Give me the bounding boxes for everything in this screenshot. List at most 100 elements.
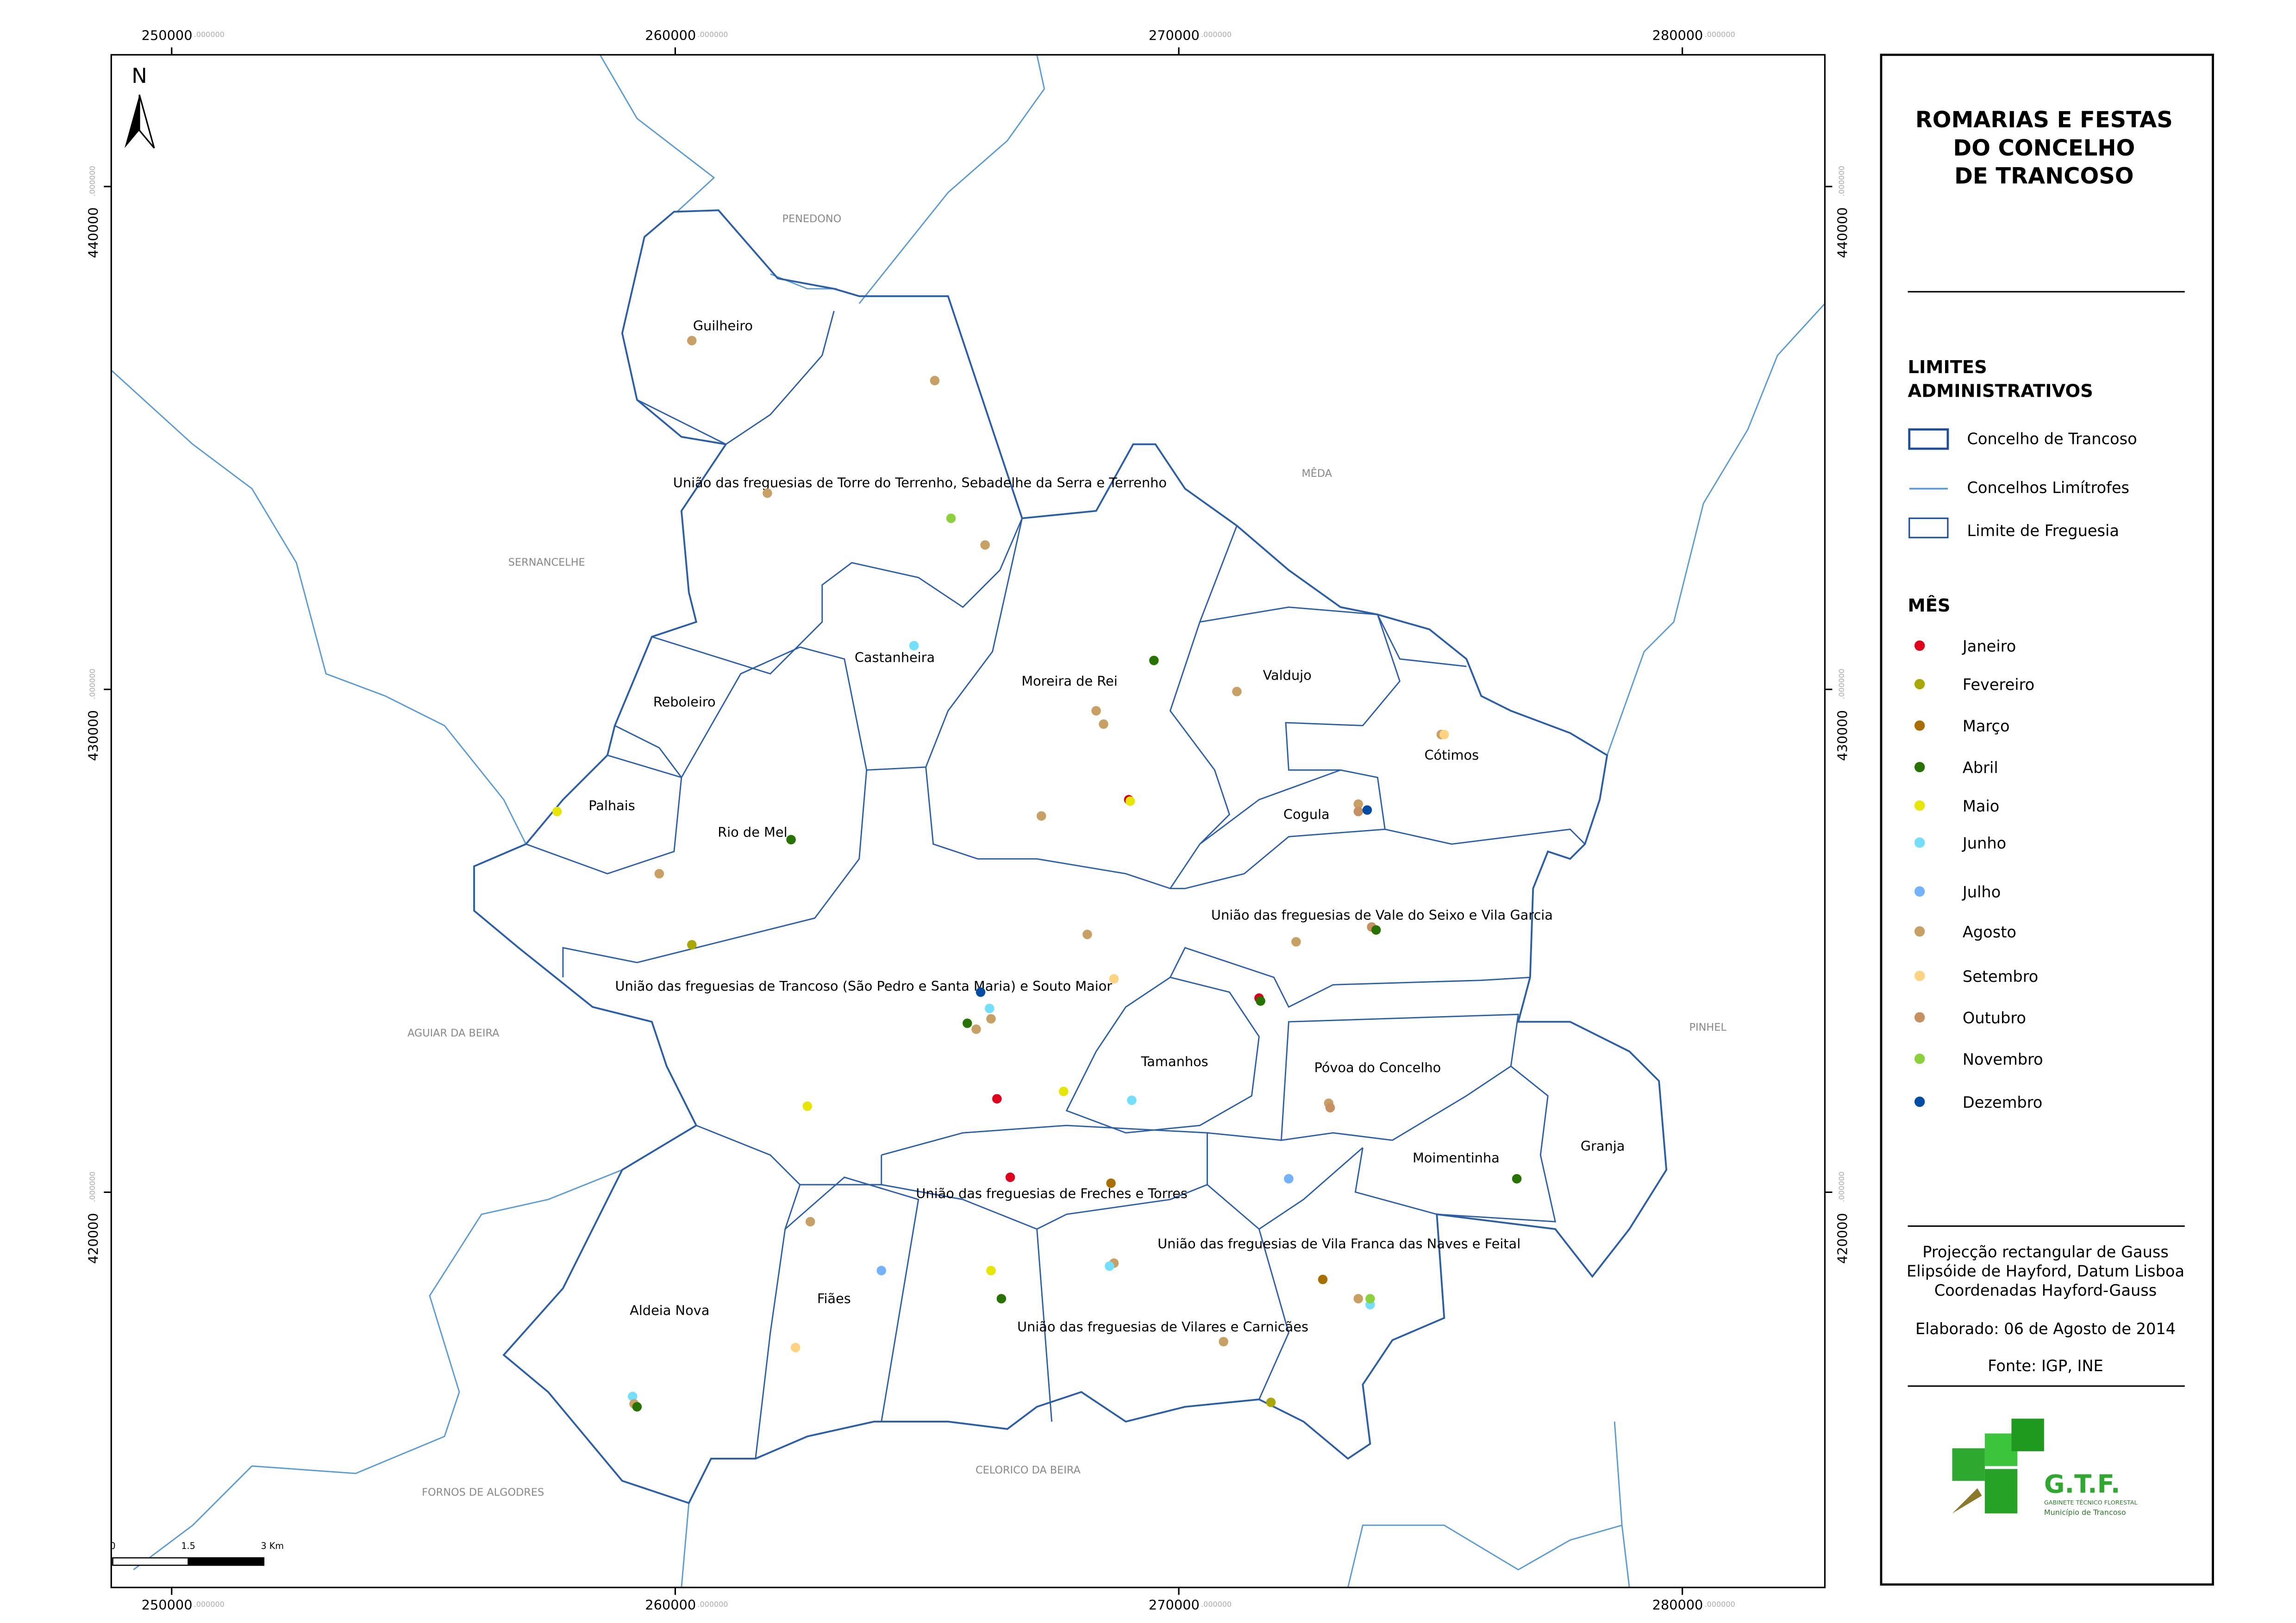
legend-dot [1914, 1054, 1925, 1064]
tick-suffix: .000000 [88, 1172, 97, 1202]
event-dot [1091, 706, 1101, 716]
event-dot [1362, 805, 1372, 815]
tick-suffix: .000000 [1201, 1600, 1232, 1609]
parish-boundary [925, 525, 1238, 890]
parish-label: União das freguesias de Vila Franca das … [1157, 1236, 1520, 1252]
tick-suffix: .000000 [1837, 668, 1846, 699]
logo: G.T.F. GABINETE TÉCNICO FLORESTAL Municí… [1952, 1418, 2138, 1517]
event-dot [1325, 1103, 1335, 1113]
parish-boundary [1199, 769, 1341, 845]
x-tick-label: 260000 [645, 1597, 696, 1613]
event-dot [976, 987, 986, 997]
title: ROMARIAS E FESTAS DO CONCELHO DE TRANCOS… [1915, 107, 2173, 189]
y-tick-label: 430000 [85, 710, 101, 761]
event-dot [986, 1014, 996, 1024]
tick-suffix: .000000 [697, 1600, 728, 1609]
scale-label: 1.5 [181, 1541, 195, 1551]
legend-entry: Novembro [1963, 1050, 2043, 1068]
neighbor-label: FORNOS DE ALGODRES [422, 1486, 544, 1498]
parish-boundary [1280, 1013, 1519, 1141]
parish-label: Palhais [588, 798, 635, 813]
event-dot [1005, 1172, 1015, 1182]
legend-entry: Fevereiro [1963, 676, 2034, 694]
event-dot [1149, 655, 1159, 665]
event-dot [1219, 1336, 1228, 1347]
event-dot [790, 1342, 801, 1353]
parish-label: Granja [1581, 1138, 1625, 1154]
parish-label: Rio de Mel [718, 824, 787, 840]
source: Fonte: IGP, INE [1988, 1357, 2103, 1375]
x-tick-label: 270000 [1149, 27, 1200, 43]
event-dot [980, 540, 990, 550]
event-dot [1082, 930, 1092, 939]
x-tick-label: 260000 [645, 27, 696, 43]
boundaries [111, 54, 1826, 1588]
legend-entry: Janeiro [1962, 637, 2016, 655]
parish-label: Aldeia Nova [630, 1303, 709, 1318]
neighbor-label: SERNANCELHE [508, 556, 585, 568]
event-dot [1284, 1174, 1294, 1184]
parish-boundary [526, 755, 682, 874]
parish-label: Reboleiro [653, 694, 716, 710]
projection-line: Coordenadas Hayford-Gauss [1934, 1281, 2157, 1299]
legend-dot [1914, 1012, 1925, 1023]
neighbor-boundary [1606, 303, 1826, 755]
logo-subtitle: GABINETE TÉCNICO FLORESTAL [2044, 1499, 2138, 1506]
event-dot [971, 1024, 981, 1034]
legend-dot [1914, 720, 1925, 731]
logo-square [2011, 1418, 2044, 1451]
event-dot [946, 513, 956, 523]
logo-square [1984, 1469, 2018, 1514]
event-dot [628, 1392, 638, 1401]
legend-entry: Maio [1963, 797, 1999, 815]
title-line: ROMARIAS E FESTAS [1915, 107, 2173, 133]
title-line: DE TRANCOSO [1954, 163, 2134, 189]
event-dot [992, 1094, 1002, 1104]
parish-boundary [1354, 1066, 1557, 1223]
parish-label: Tamanhos [1140, 1054, 1208, 1069]
legend-heading: LIMITES [1908, 357, 1987, 378]
legend-dot [1914, 886, 1925, 897]
event-dot [930, 375, 940, 386]
legend-symbol [1908, 518, 1949, 538]
x-tick-label: 270000 [1149, 1597, 1200, 1613]
legend-heading: ADMINISTRATIVOS [1908, 381, 2093, 401]
neighbor-boundary [858, 55, 1045, 304]
tick-suffix: .000000 [1705, 1600, 1735, 1609]
parish-label: Cogula [1283, 806, 1330, 822]
event-dot [687, 940, 697, 950]
event-dot [763, 488, 772, 498]
parish-label: União das freguesias de Trancoso (São Pe… [615, 978, 1112, 994]
legend-entry: Concelhos Limítrofes [1967, 479, 2129, 497]
title-line: DO CONCELHO [1953, 135, 2135, 161]
x-tick-label: 280000 [1652, 1597, 1703, 1613]
event-dot [1353, 1294, 1363, 1304]
event-dot [1439, 730, 1449, 739]
legend-entry: Outubro [1963, 1009, 2026, 1027]
parish-label: Fiães [817, 1291, 851, 1306]
tick-suffix: .000000 [697, 30, 728, 39]
scale-label: 3 Km [261, 1541, 284, 1551]
neighbor-label: PENEDONO [782, 213, 841, 225]
footer: Projecção rectangular de Gauss Elipsóide… [1907, 1243, 2184, 1375]
legend-dot [1914, 800, 1925, 811]
parish-label: Guilheiro [693, 318, 753, 333]
parish-boundary [881, 1124, 1208, 1230]
legend-dot [1914, 970, 1925, 981]
parish-boundary [1207, 1132, 1282, 1141]
y-tick-label: 420000 [85, 1213, 101, 1264]
y-tick-label: 440000 [1834, 207, 1850, 258]
event-dot [802, 1101, 812, 1111]
y-tick-label: 430000 [1834, 710, 1850, 761]
legend-dot [1914, 640, 1925, 651]
scale-bar: 0 1.5 3 Km [110, 1541, 284, 1566]
logo-square [1952, 1448, 1985, 1481]
projection-line: Elipsóide de Hayford, Datum Lisboa [1907, 1262, 2184, 1280]
logo-arrow [1952, 1488, 1982, 1514]
event-dot [1105, 1261, 1114, 1271]
event-dot [1109, 974, 1119, 984]
event-dot [1256, 996, 1265, 1006]
event-dot [996, 1294, 1007, 1304]
